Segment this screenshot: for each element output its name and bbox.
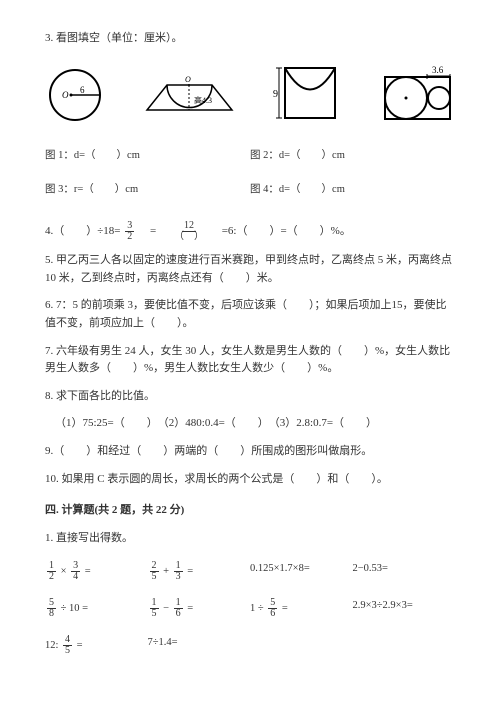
q4-frac2: 12（ ） bbox=[172, 221, 206, 242]
fig4-label: 图 4：d=（ ）cm bbox=[250, 182, 455, 199]
fig2-height: 高4.3 bbox=[194, 95, 212, 105]
d: 5 bbox=[150, 572, 159, 582]
figures-row: O 6 O 高4.3 9 3.6 bbox=[45, 63, 455, 128]
eq: = bbox=[282, 603, 288, 614]
q5: 5. 甲乙丙三人各以固定的速度进行百米赛跑，甲到终点时，乙离终点 5 米，丙离终… bbox=[45, 252, 455, 287]
eq: = bbox=[187, 603, 193, 614]
q4-eq1: = bbox=[139, 225, 167, 237]
d: 6 bbox=[268, 609, 277, 619]
calc-cell: 12: 45 = bbox=[45, 635, 148, 656]
fig-labels-row-2: 图 3：r=（ ）cm 图 4：d=（ ）cm bbox=[45, 182, 455, 199]
q7: 7. 六年级有男生 24 人，女生 30 人，女生人数是男生人数的（ ）%，女生… bbox=[45, 343, 455, 378]
calc-grid: 12 × 34 = 25 + 13 = 0.125×1.7×8= 2−0.53=… bbox=[45, 561, 455, 619]
q10: 10. 如果用 C 表示圆的周长，求周长的两个公式是（ ）和（ ）。 bbox=[45, 471, 455, 489]
q4-prefix: 4.（ ）÷18= bbox=[45, 225, 121, 237]
fig3-side: 9 bbox=[273, 89, 278, 100]
q8-title: 8. 求下面各比的比值。 bbox=[45, 388, 455, 406]
q4-suffix: =6:（ ）=（ ）%。 bbox=[211, 225, 351, 237]
q6: 6. 7：5 的前项乘 3，要使比值不变，后项应该乘（ ）；如果后项加上15，要… bbox=[45, 297, 455, 332]
q4-frac1: 32 bbox=[125, 221, 134, 242]
center-o-label: O bbox=[62, 90, 69, 100]
rect-circles-icon: 3.6 bbox=[380, 65, 455, 125]
d: 5 bbox=[63, 646, 72, 656]
trapezoid-icon: O 高4.3 bbox=[142, 70, 237, 120]
eq: = bbox=[187, 566, 193, 577]
calc-cell: 7÷1.4= bbox=[148, 635, 251, 656]
d: 6 bbox=[174, 609, 183, 619]
figure-1: O 6 bbox=[45, 65, 105, 125]
op: ÷ 10 = bbox=[61, 603, 88, 614]
q9: 9.（ ）和经过（ ）两端的（ ）所围成的图形叫做扇形。 bbox=[45, 443, 455, 461]
section-4-sub1: 1. 直接写出得数。 bbox=[45, 530, 455, 548]
calc-cell: 58 ÷ 10 = bbox=[45, 598, 148, 619]
eq: = bbox=[85, 566, 91, 577]
calc-cell: 2.9×3÷2.9×3= bbox=[353, 598, 456, 619]
q8-items: （1）75:25=（ ） （2）480:0.4=（ ） （3）2.8:0.7=（… bbox=[55, 415, 455, 433]
calc-cell: 2−0.53= bbox=[353, 561, 456, 582]
section-4-title: 四. 计算题(共 2 题，共 22 分) bbox=[45, 502, 455, 520]
op: − bbox=[163, 603, 169, 614]
calc-cell: 25 + 13 = bbox=[148, 561, 251, 582]
pre: 12: bbox=[45, 640, 58, 651]
fig-labels-row-1: 图 1：d=（ ）cm 图 2：d=（ ）cm bbox=[45, 148, 455, 165]
op: × bbox=[61, 566, 67, 577]
q4: 4.（ ）÷18= 32 = 12（ ） =6:（ ）=（ ）%。 bbox=[45, 221, 455, 242]
calc-cell: 0.125×1.7×8= bbox=[250, 561, 353, 582]
square-arc-icon: 9 bbox=[273, 63, 343, 128]
circle-icon: O 6 bbox=[45, 65, 105, 125]
calc-cell: 15 − 16 = bbox=[148, 598, 251, 619]
calc-cell: 12 × 34 = bbox=[45, 561, 148, 582]
fig2-o: O bbox=[185, 75, 191, 84]
frac-den: （ ） bbox=[172, 232, 206, 242]
pre: 1 ÷ bbox=[250, 603, 264, 614]
fig2-label: 图 2：d=（ ）cm bbox=[250, 148, 455, 165]
frac-den: 2 bbox=[125, 232, 134, 242]
figure-2: O 高4.3 bbox=[142, 70, 237, 120]
fig1-label: 图 1：d=（ ）cm bbox=[45, 148, 250, 165]
radius-label: 6 bbox=[80, 85, 85, 95]
d: 2 bbox=[47, 572, 56, 582]
fig4-top: 3.6 bbox=[432, 65, 444, 75]
op: + bbox=[163, 566, 169, 577]
fig3-label: 图 3：r=（ ）cm bbox=[45, 182, 250, 199]
calc-grid-last: 12: 45 = 7÷1.4= bbox=[45, 635, 455, 656]
calc-cell: 1 ÷ 56 = bbox=[250, 598, 353, 619]
d: 5 bbox=[150, 609, 159, 619]
q3-title: 3. 看图填空（单位：厘米）。 bbox=[45, 30, 455, 48]
eq: = bbox=[77, 640, 83, 651]
figure-4: 3.6 bbox=[380, 65, 455, 125]
d: 3 bbox=[174, 572, 183, 582]
d: 4 bbox=[71, 572, 80, 582]
figure-3: 9 bbox=[273, 63, 343, 128]
d: 8 bbox=[47, 609, 56, 619]
